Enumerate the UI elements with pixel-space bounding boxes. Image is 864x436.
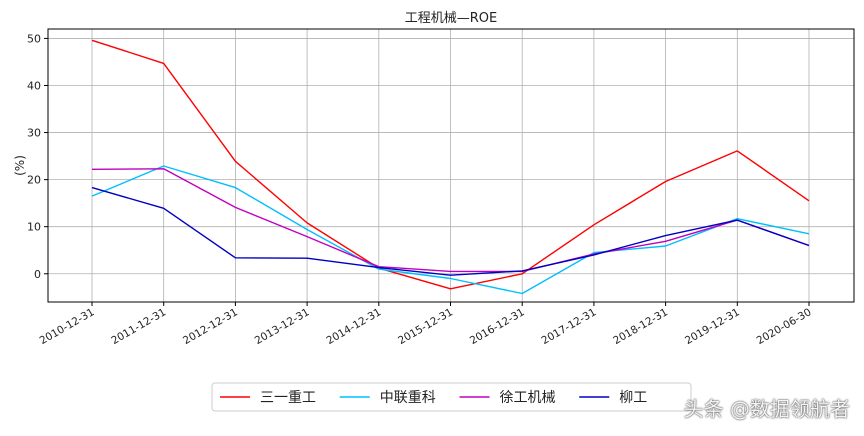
x-tick-label: 2016-12-31	[468, 306, 527, 347]
series-line-2	[91, 165, 810, 295]
y-tick-label: 0	[34, 268, 41, 281]
legend-label: 柳工	[619, 389, 647, 406]
series-line-4	[91, 186, 810, 276]
y-tick-label: 20	[27, 174, 41, 187]
y-tick-label: 50	[27, 32, 41, 45]
x-tick-label: 2017-12-31	[540, 306, 599, 347]
x-tick-label: 2019-12-31	[683, 306, 742, 347]
x-tick-label: 2020-06-30	[755, 306, 814, 347]
y-tick-label: 10	[27, 221, 41, 234]
x-tick-label: 2018-12-31	[611, 306, 670, 347]
watermark-text: 头条 @数据领航者	[683, 397, 850, 421]
x-tick-label: 2012-12-31	[181, 306, 240, 347]
x-tick-label: 2010-12-31	[38, 306, 97, 347]
series-line-1	[91, 39, 810, 290]
chart-title: 工程机械—ROE	[405, 11, 497, 26]
x-tick-label: 2014-12-31	[324, 306, 383, 347]
x-tick-label: 2015-12-31	[396, 306, 455, 347]
y-tick-label: 30	[27, 127, 41, 140]
y-tick-label: 40	[27, 79, 41, 92]
x-tick-label: 2013-12-31	[253, 306, 312, 347]
legend-label: 徐工机械	[500, 390, 556, 406]
y-axis-label: (%)	[13, 155, 27, 176]
series-line-3	[91, 168, 810, 273]
legend-label: 三一重工	[260, 390, 316, 406]
x-tick-label: 2011-12-31	[109, 306, 168, 347]
legend-label: 中联重科	[380, 390, 436, 406]
legend-box	[211, 382, 692, 412]
